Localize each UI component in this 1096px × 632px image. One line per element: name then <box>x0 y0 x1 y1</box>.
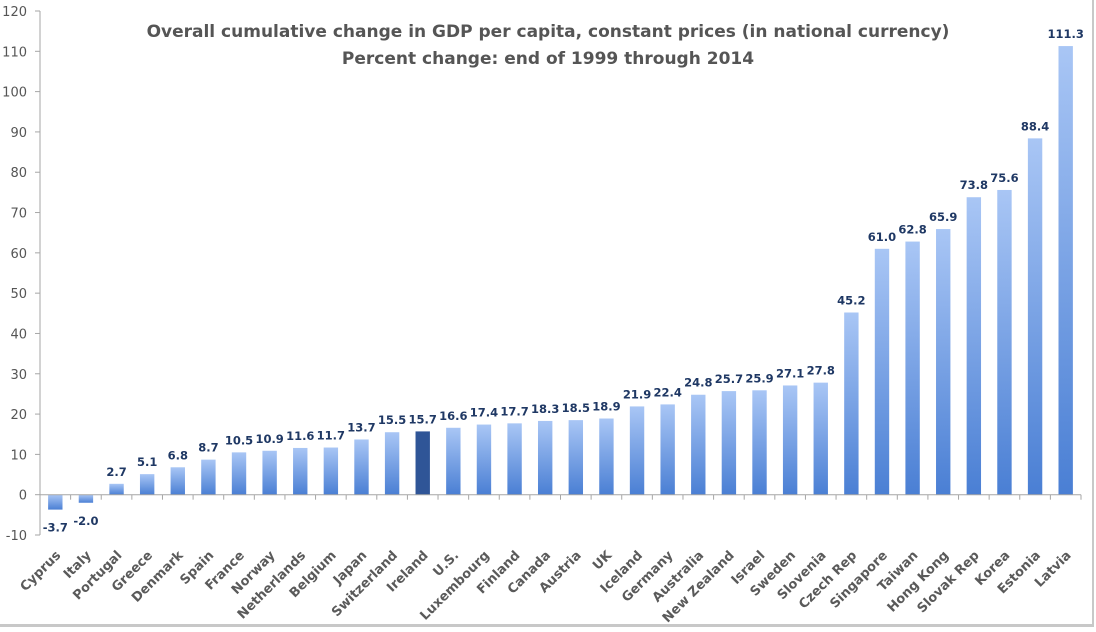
y-tick-label: 50 <box>10 287 27 302</box>
data-label: 21.9 <box>623 387 651 401</box>
bar <box>629 406 645 495</box>
data-label: 45.2 <box>837 294 865 308</box>
y-tick-label: 120 <box>2 5 27 20</box>
bar <box>1058 46 1073 495</box>
data-label: 27.1 <box>776 366 804 380</box>
bar <box>782 385 798 495</box>
bar <box>874 248 890 495</box>
bar <box>293 447 308 495</box>
bar <box>201 459 216 495</box>
y-tick-label: 40 <box>10 327 27 342</box>
y-tick-label: 20 <box>10 408 27 423</box>
data-label: -2.0 <box>73 514 98 528</box>
bar <box>721 391 737 495</box>
bar <box>323 447 339 495</box>
bar <box>139 474 155 495</box>
y-tick-label: 90 <box>10 126 27 141</box>
bar <box>231 452 247 495</box>
data-label: 22.4 <box>653 385 681 399</box>
bar <box>415 431 430 495</box>
data-label: 18.5 <box>562 401 590 415</box>
bar <box>997 189 1012 495</box>
bars: -3.7 -2.0 2.7 5.1 6.8 8.7 10.5 10.9 11.6 11.713.7… <box>43 27 1084 535</box>
data-label: 111.3 <box>1047 27 1083 41</box>
data-label: 27.8 <box>807 364 835 378</box>
data-label: 65.9 <box>929 210 957 224</box>
bar <box>48 494 63 510</box>
bar <box>936 229 951 495</box>
data-label: -3.7 <box>43 521 68 535</box>
bar <box>568 420 584 495</box>
data-label: 24.8 <box>684 376 712 390</box>
data-label: 15.7 <box>409 412 437 426</box>
data-label: 8.7 <box>198 441 218 455</box>
chart-subtitle: Percent change: end of 1999 through 2014 <box>342 49 754 69</box>
data-label: 16.6 <box>439 409 467 423</box>
bar <box>1027 138 1043 495</box>
bar <box>384 432 400 495</box>
data-label: 25.7 <box>715 372 743 386</box>
data-label: 13.7 <box>347 420 375 434</box>
bar <box>966 197 982 495</box>
data-label: 18.3 <box>531 402 559 416</box>
bar <box>446 427 461 495</box>
data-label: 61.0 <box>868 230 896 244</box>
data-label: 17.7 <box>500 404 528 418</box>
data-label: 10.5 <box>225 433 253 447</box>
y-tick-label: 10 <box>10 448 27 463</box>
data-label: 17.4 <box>470 406 498 420</box>
x-category-label: UK <box>590 548 616 574</box>
data-label: 15.5 <box>378 413 406 427</box>
bar <box>905 241 920 495</box>
bar <box>507 423 522 495</box>
bar <box>599 418 614 495</box>
y-tick-label: 100 <box>2 86 27 101</box>
data-label: 2.7 <box>106 465 126 479</box>
y-tick-label: 30 <box>10 368 27 383</box>
bar <box>170 467 185 495</box>
bar <box>354 439 369 495</box>
bar <box>813 382 828 495</box>
bar <box>752 390 767 495</box>
bar <box>660 404 675 495</box>
bar <box>691 394 706 495</box>
data-label: 6.8 <box>168 448 188 462</box>
data-label: 88.4 <box>1021 119 1049 133</box>
data-label: 11.7 <box>317 429 345 443</box>
y-tick-label: 0 <box>19 489 27 504</box>
chart-title: Overall cumulative change in GDP per cap… <box>147 22 950 42</box>
y-tick-label: 70 <box>10 207 27 222</box>
y-tick-label: 110 <box>2 45 27 60</box>
bar <box>476 424 492 495</box>
bar <box>109 483 124 495</box>
x-axis: CyprusItalyPortugalGreeceDenmarkSpainFra… <box>18 494 1082 626</box>
data-label: 11.6 <box>286 429 314 443</box>
data-label: 25.9 <box>745 371 773 385</box>
bar <box>78 494 94 503</box>
bar <box>537 420 553 495</box>
y-tick-label: 60 <box>10 247 27 262</box>
data-label: 18.9 <box>592 400 620 414</box>
data-label: 5.1 <box>137 455 157 469</box>
y-tick-label: 80 <box>10 166 27 181</box>
data-label: 73.8 <box>960 178 988 192</box>
data-label: 10.9 <box>255 432 283 446</box>
data-label: 62.8 <box>898 223 926 237</box>
data-label: 75.6 <box>990 171 1018 185</box>
x-category-label: Cyprus <box>18 548 65 595</box>
y-axis: -10 0 10 20 30 40 50 60 70 80 90 100 110 120 <box>2 5 41 544</box>
bar <box>262 450 277 495</box>
y-tick-label: -10 <box>6 529 27 544</box>
bar <box>844 312 859 495</box>
